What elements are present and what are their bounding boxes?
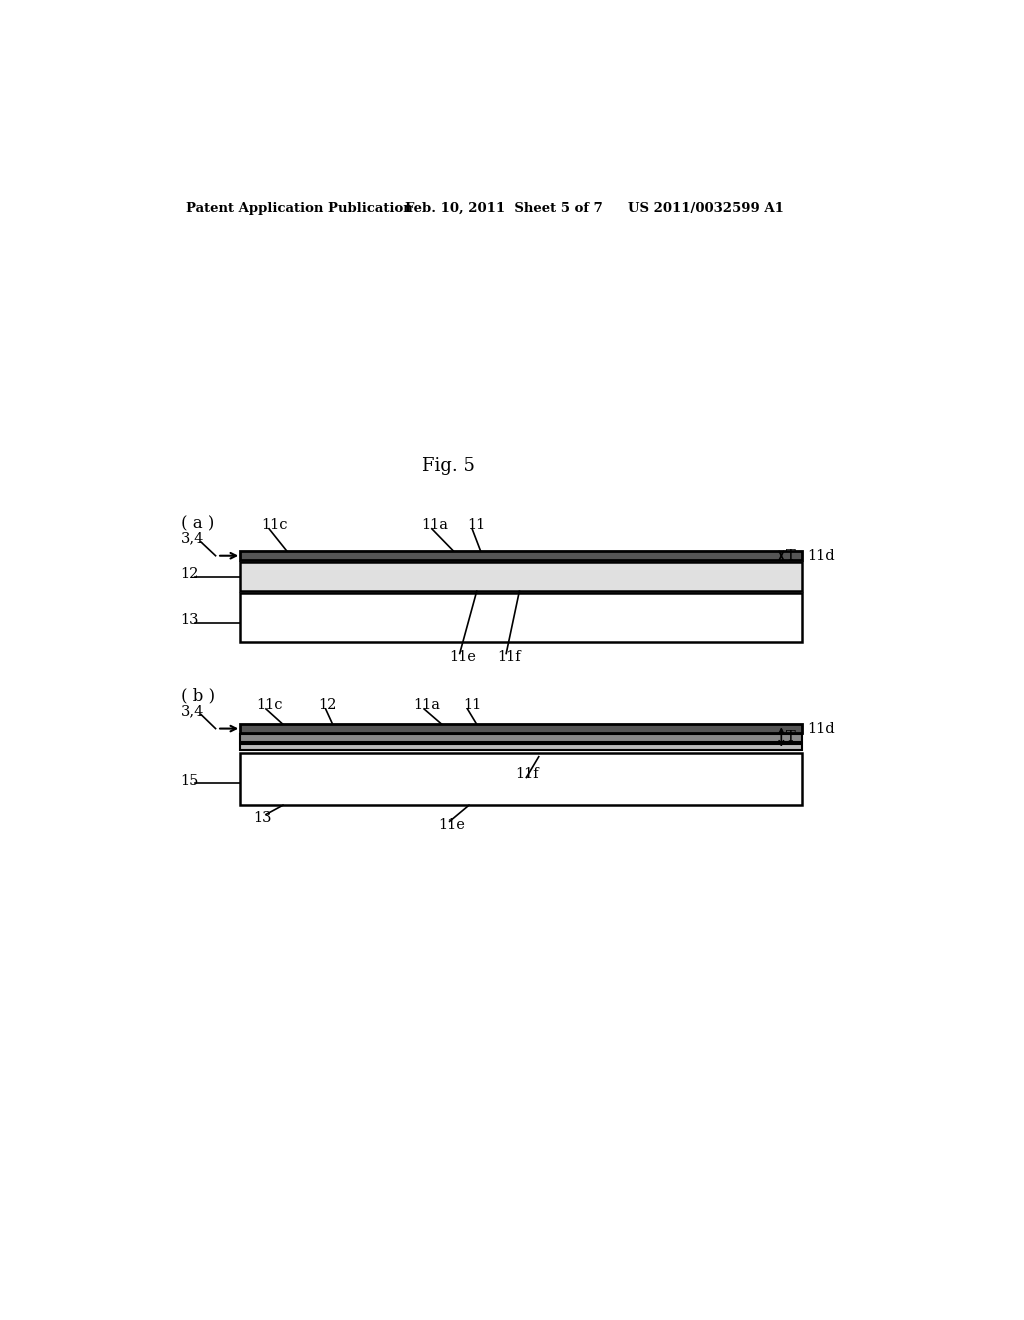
Text: 11c: 11c xyxy=(257,698,284,711)
Text: Feb. 10, 2011  Sheet 5 of 7: Feb. 10, 2011 Sheet 5 of 7 xyxy=(406,202,603,215)
Text: Patent Application Publication: Patent Application Publication xyxy=(186,202,413,215)
Bar xyxy=(241,594,802,642)
Bar xyxy=(241,743,802,750)
Text: 11d: 11d xyxy=(807,549,835,562)
Bar xyxy=(241,725,802,733)
Bar xyxy=(241,562,802,591)
Bar xyxy=(241,552,802,561)
Text: 13: 13 xyxy=(254,810,272,825)
Text: ( a ): ( a ) xyxy=(180,516,214,533)
Text: 11c: 11c xyxy=(261,517,288,532)
Text: 11e: 11e xyxy=(450,651,476,664)
Text: 13: 13 xyxy=(180,614,200,627)
Text: 12: 12 xyxy=(317,698,336,711)
Text: 11f: 11f xyxy=(515,767,539,781)
Text: T: T xyxy=(786,549,796,562)
Text: 3,4: 3,4 xyxy=(180,532,204,545)
Text: 11f: 11f xyxy=(497,651,520,664)
Text: 11: 11 xyxy=(467,517,485,532)
Text: US 2011/0032599 A1: US 2011/0032599 A1 xyxy=(628,202,783,215)
Text: 15: 15 xyxy=(180,774,199,788)
Text: T: T xyxy=(786,730,796,744)
Bar xyxy=(241,734,802,742)
Text: 11e: 11e xyxy=(438,818,465,832)
Bar xyxy=(241,752,802,805)
Text: 11d: 11d xyxy=(807,722,835,735)
Text: 11a: 11a xyxy=(421,517,447,532)
Text: 12: 12 xyxy=(180,568,199,581)
Text: 3,4: 3,4 xyxy=(180,705,204,718)
Text: 11a: 11a xyxy=(414,698,440,711)
Text: ( b ): ( b ) xyxy=(180,688,215,705)
Text: 11: 11 xyxy=(463,698,481,711)
Text: Fig. 5: Fig. 5 xyxy=(423,458,475,475)
